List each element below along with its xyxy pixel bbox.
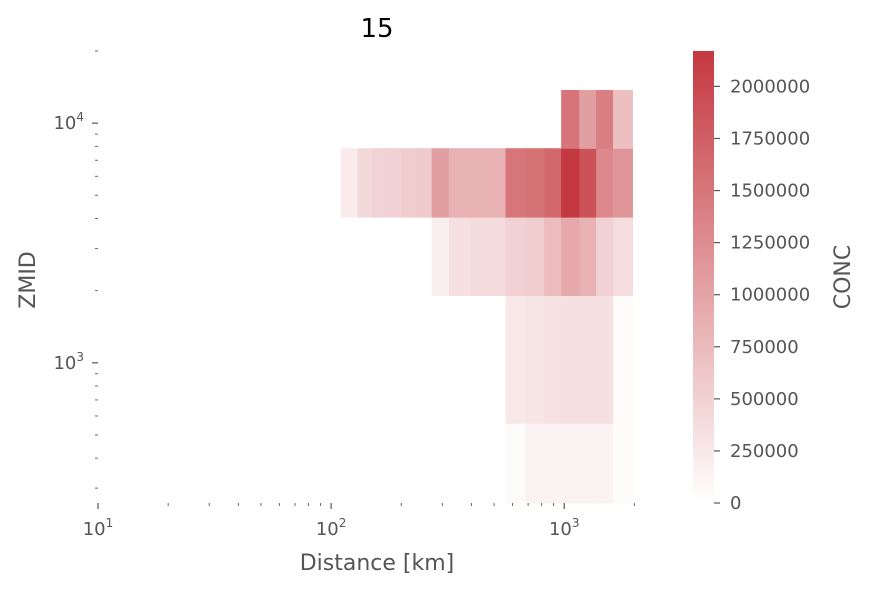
y-tick-label: 103 bbox=[53, 350, 84, 374]
heatmap-cell bbox=[544, 295, 562, 424]
colorbar-tick-label: 750000 bbox=[730, 337, 799, 358]
colorbar-tick-label: 250000 bbox=[730, 441, 799, 462]
heatmap-cell bbox=[579, 295, 597, 424]
heatmap-cell bbox=[613, 216, 633, 297]
heatmap-cell bbox=[525, 423, 545, 504]
heatmap-cell bbox=[471, 148, 507, 218]
y-tick-label: 104 bbox=[53, 110, 84, 134]
x-tick-label: 101 bbox=[83, 516, 114, 540]
heatmap-cell bbox=[431, 148, 450, 218]
heatmap-cell bbox=[505, 216, 526, 297]
heatmap-cell bbox=[561, 216, 580, 297]
heatmap-cell bbox=[613, 295, 633, 424]
heatmap-cell bbox=[561, 295, 580, 424]
y-axis: 103 104 bbox=[53, 50, 98, 489]
x-tick-label: 102 bbox=[316, 516, 347, 540]
heatmap-cell bbox=[384, 148, 402, 218]
chart-title: 15 bbox=[360, 14, 393, 44]
heatmap-cell bbox=[448, 148, 473, 218]
heatmap-cell bbox=[505, 423, 526, 504]
heatmap-cell bbox=[579, 148, 597, 218]
heatmap-cell bbox=[340, 148, 359, 218]
heatmap-cell bbox=[431, 216, 450, 297]
heatmap-cell bbox=[372, 148, 386, 218]
y-axis-label: ZMID bbox=[16, 251, 41, 308]
heatmap-cell bbox=[544, 148, 562, 218]
heatmap-cell bbox=[544, 216, 562, 297]
colorbar-tick-label: 1750000 bbox=[730, 128, 810, 149]
heatmap-cell bbox=[579, 216, 597, 297]
heatmap-cell bbox=[596, 423, 614, 504]
x-axis-label: Distance [km] bbox=[300, 551, 455, 576]
colorbar-tick-label: 0 bbox=[730, 493, 741, 514]
heatmap-cell bbox=[505, 148, 526, 218]
heatmap-cell bbox=[471, 216, 507, 297]
heatmap-cell bbox=[596, 295, 614, 424]
colorbar-label: CONC bbox=[831, 245, 856, 310]
heatmap-cell bbox=[579, 423, 597, 504]
heatmap-cell bbox=[596, 90, 614, 149]
x-tick-label: 103 bbox=[549, 516, 580, 540]
heatmap-cell bbox=[401, 148, 417, 218]
heatmap-cell bbox=[357, 148, 373, 218]
heatmap-cell bbox=[544, 423, 562, 504]
heatmap-cell bbox=[596, 148, 614, 218]
heatmap-cell bbox=[596, 216, 614, 297]
heatmap-cell bbox=[613, 423, 633, 504]
heatmap-cells bbox=[340, 90, 633, 504]
heatmap-cell bbox=[613, 148, 633, 218]
colorbar-ticks: 0 250000 500000 750000 1000000 1250000 1500000… bbox=[714, 76, 810, 514]
colorbar-tick-label: 1250000 bbox=[730, 233, 810, 254]
heatmap-cell bbox=[505, 295, 526, 424]
colorbar-tick-label: 1500000 bbox=[730, 181, 810, 202]
x-axis: 101 102 103 bbox=[83, 503, 635, 540]
colorbar-tick-label: 2000000 bbox=[730, 76, 810, 97]
heatmap-cell bbox=[561, 423, 580, 504]
heatmap-cell bbox=[561, 90, 580, 149]
heatmap-cell bbox=[561, 148, 580, 218]
heatmap-cell bbox=[579, 90, 597, 149]
heatmap-cell bbox=[415, 148, 433, 218]
colorbar bbox=[693, 51, 714, 503]
heatmap-cell bbox=[525, 148, 545, 218]
heatmap-cell bbox=[448, 216, 473, 297]
colorbar-tick-label: 500000 bbox=[730, 389, 799, 410]
colorbar-tick-label: 1000000 bbox=[730, 285, 810, 306]
heatmap-cell bbox=[525, 295, 545, 424]
heatmap-cell bbox=[613, 90, 633, 149]
heatmap-cell bbox=[525, 216, 545, 297]
